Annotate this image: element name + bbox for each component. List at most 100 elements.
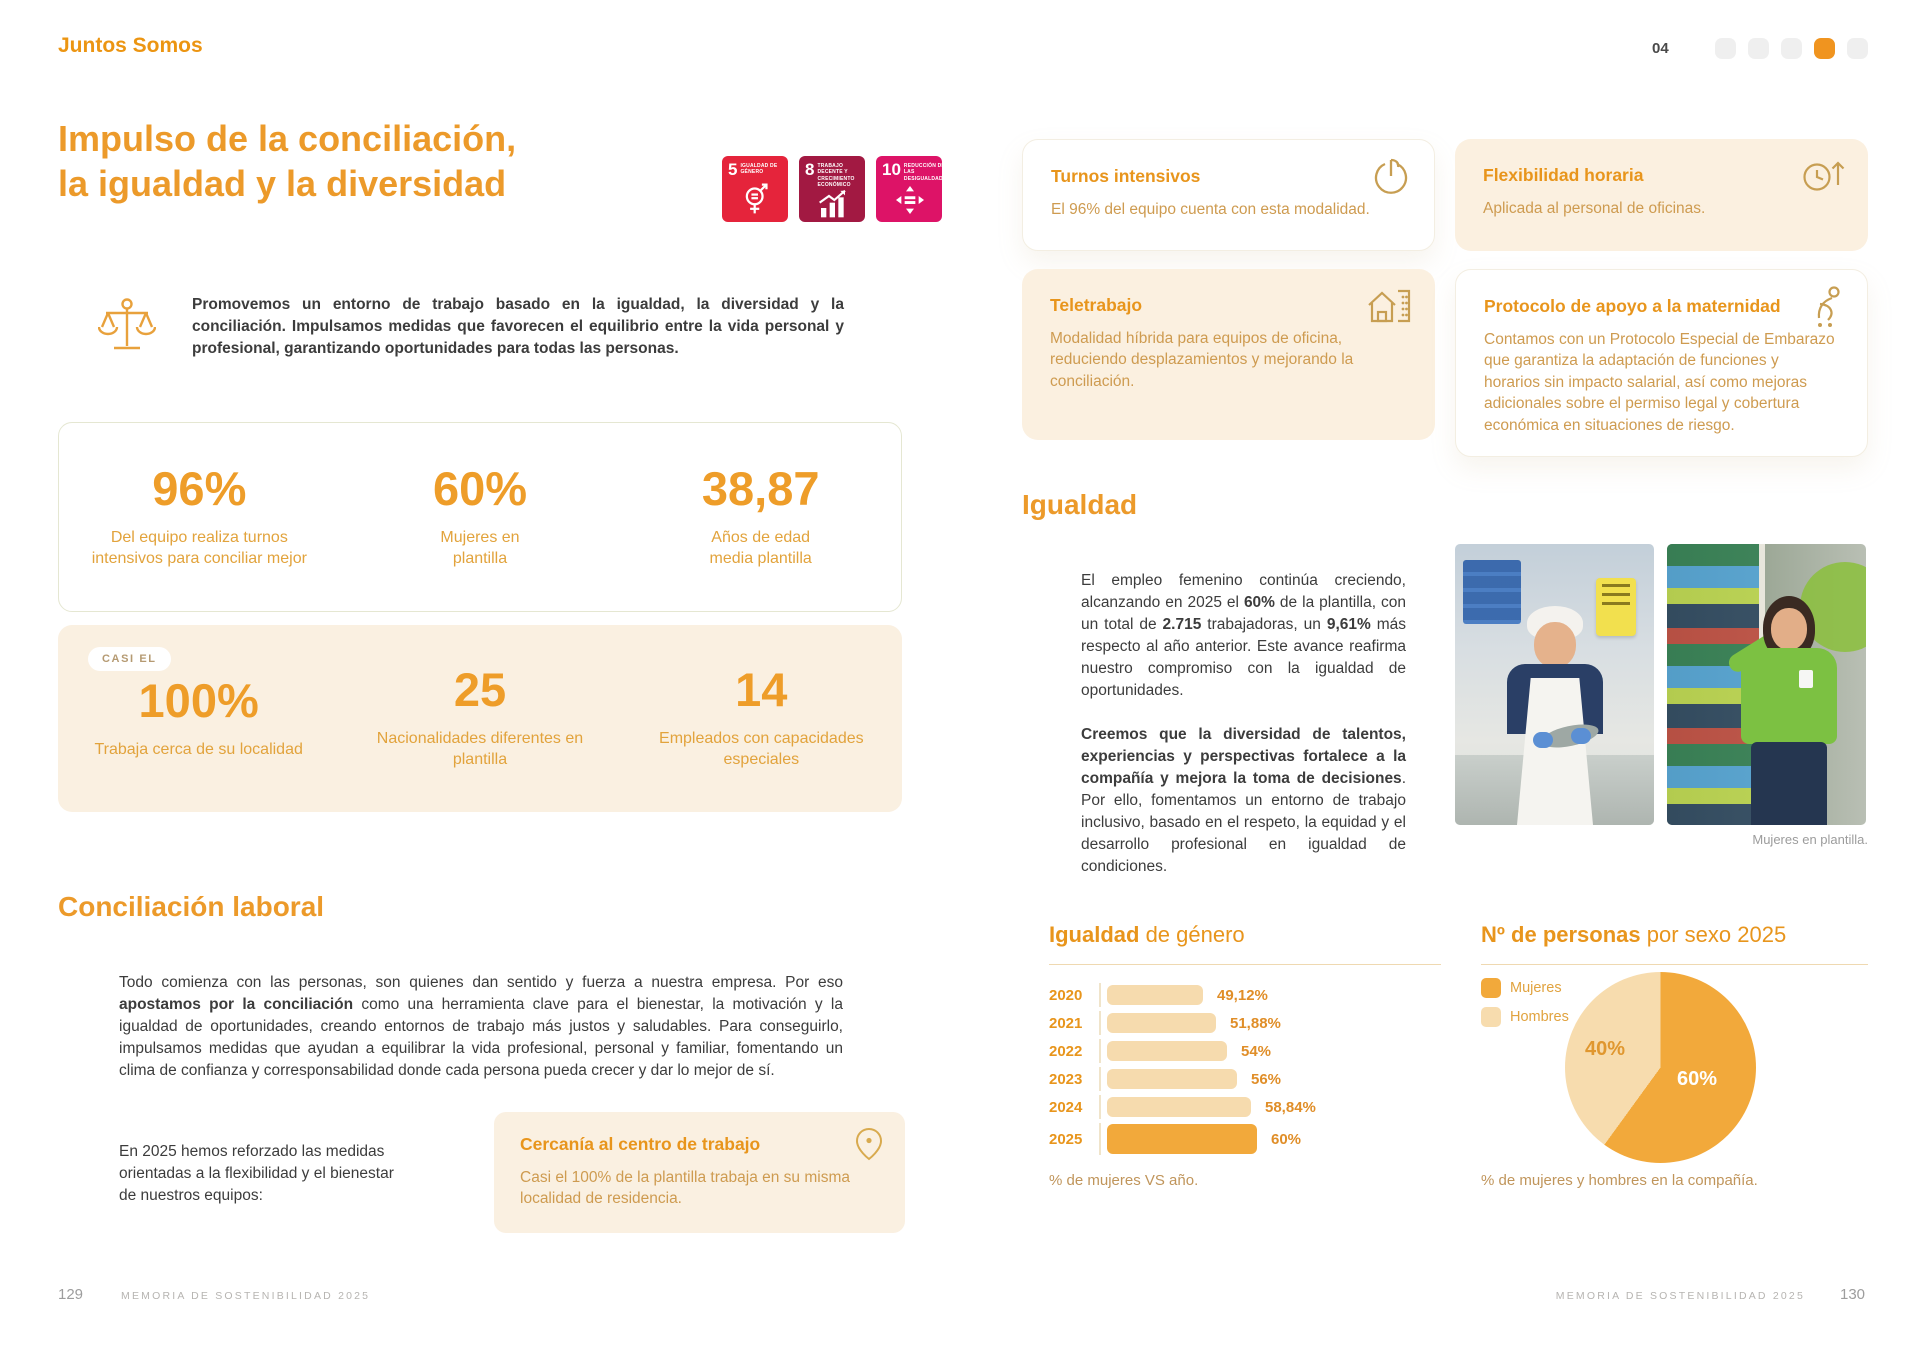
chart-title: Nº de personas por sexo 2025 bbox=[1481, 922, 1868, 948]
chart-title-bold: Igualdad bbox=[1049, 922, 1140, 947]
text-segment: trabajadoras, un bbox=[1201, 616, 1327, 633]
chapter-number: 04 bbox=[1652, 40, 1669, 57]
card-body: Modalidad híbrida para equipos de oficin… bbox=[1050, 330, 1354, 390]
stat-label: Años de edad media plantilla bbox=[709, 528, 812, 567]
bar-value-label: 60% bbox=[1271, 1130, 1302, 1148]
pie-legend: Mujeres Hombres bbox=[1481, 978, 1569, 1027]
stat-value: 100% bbox=[138, 673, 259, 727]
igualdad-paragraph-2: Creemos que la diversidad de talentos, e… bbox=[1081, 724, 1406, 878]
bar-rows: 2020 49,12% 2021 51,88% 2022 54% 2023 56… bbox=[1049, 983, 1441, 1155]
page-title-line1: Impulso de la conciliación, bbox=[58, 118, 517, 159]
clock-up-icon bbox=[1800, 153, 1848, 202]
home-office-icon bbox=[1365, 283, 1415, 332]
bar-row: 2020 49,12% bbox=[1049, 983, 1441, 1007]
conciliacion-paragraph: Todo comienza con las personas, son quie… bbox=[119, 972, 843, 1082]
bar bbox=[1107, 985, 1203, 1005]
text-segment: de la plantilla, con un total de bbox=[1081, 594, 1406, 633]
bar-year-label: 2023 bbox=[1049, 1070, 1083, 1088]
doc-title-left: MEMORIA DE SOSTENIBILIDAD 2025 bbox=[121, 1290, 371, 1302]
doc-title-right: MEMORIA DE SOSTENIBILIDAD 2025 bbox=[1555, 1290, 1805, 1302]
gender-symbol-icon bbox=[728, 178, 783, 219]
stat-value: 14 bbox=[735, 663, 788, 717]
sdg-number: 5 bbox=[728, 160, 738, 179]
divider bbox=[1049, 964, 1441, 965]
bar-year-label: 2022 bbox=[1049, 1042, 1083, 1060]
equality-arrows-icon bbox=[882, 182, 937, 219]
stat-label: Nacionalidades diferentes en plantilla bbox=[376, 730, 584, 768]
text-segment-bold: 2.715 bbox=[1162, 616, 1202, 633]
card-flexibilidad-horaria: Flexibilidad horaria Aplicada al persona… bbox=[1455, 139, 1868, 251]
chart-caption: % de mujeres VS año. bbox=[1049, 1172, 1199, 1189]
medidas-2025-paragraph: En 2025 hemos reforzado las medidas orie… bbox=[119, 1143, 394, 1204]
page-title-line2: la igualdad y la diversidad bbox=[58, 163, 507, 204]
page-title: Impulso de la conciliación, la igualdad … bbox=[58, 116, 516, 206]
intro-paragraph: Promovemos un entorno de trabajo basado … bbox=[192, 296, 844, 357]
legend-label: Hombres bbox=[1510, 1009, 1569, 1025]
card-title: Turnos intensivos bbox=[1051, 166, 1201, 186]
page-number-right: 130 bbox=[1840, 1286, 1866, 1303]
progress-dot[interactable] bbox=[1847, 38, 1868, 59]
stat-turnos-intensivos: 96% Del equipo realiza turnos intensivos… bbox=[59, 465, 340, 570]
stats-box-secondary: CASI EL 100% Trabaja cerca de su localid… bbox=[58, 625, 902, 812]
photo-caption: Mujeres en plantilla. bbox=[1752, 832, 1868, 847]
progress-dot[interactable] bbox=[1715, 38, 1736, 59]
bar-year-label: 2024 bbox=[1049, 1098, 1083, 1116]
stat-nacionalidades: 25 Nacionalidades diferentes en plantill… bbox=[339, 666, 620, 771]
text-segment: Todo comienza con las personas, son quie… bbox=[119, 974, 843, 991]
chart-title-rest: por sexo 2025 bbox=[1640, 922, 1787, 947]
employee-badge bbox=[1799, 670, 1813, 688]
growth-chart-icon bbox=[805, 188, 860, 219]
sdg-badges: 5 IGUALDAD DE GÉNERO 8 TRABAJO DECENTE Y… bbox=[722, 156, 950, 222]
bar-row: 2022 54% bbox=[1049, 1039, 1441, 1063]
progress-dot-active[interactable] bbox=[1814, 38, 1835, 59]
sdg-label: TRABAJO DECENTE Y CRECIMIENTO ECONÓMICO bbox=[817, 163, 855, 188]
bar-year-label: 2021 bbox=[1049, 1014, 1083, 1032]
power-icon bbox=[1368, 154, 1414, 205]
legend-label: Mujeres bbox=[1510, 980, 1562, 996]
store-sign bbox=[1463, 560, 1521, 624]
card-body: El 96% del equipo cuenta con esta modali… bbox=[1051, 201, 1370, 218]
card-protocolo-maternidad: Protocolo de apoyo a la maternidad Conta… bbox=[1455, 269, 1868, 457]
people-by-sex-pie-chart: Nº de personas por sexo 2025 Mujeres Hom… bbox=[1481, 922, 1868, 1192]
casi-el-badge: CASI EL bbox=[88, 647, 171, 671]
sdg-8-decent-work-badge: 8 TRABAJO DECENTE Y CRECIMIENTO ECONÓMIC… bbox=[799, 156, 865, 222]
text-segment: El empleo femenino continúa creciendo, a… bbox=[1081, 572, 1406, 611]
bar-value-label: 56% bbox=[1251, 1070, 1282, 1088]
sdg-5-gender-equality-badge: 5 IGUALDAD DE GÉNERO bbox=[722, 156, 788, 222]
bar bbox=[1107, 1124, 1257, 1154]
sdg-label: REDUCCIÓN DE LAS DESIGUALDADES bbox=[903, 163, 950, 182]
text-segment-bold: 60% bbox=[1243, 594, 1275, 611]
bar bbox=[1107, 1069, 1237, 1089]
bar-value-label: 58,84% bbox=[1265, 1098, 1316, 1116]
stat-label: Trabaja cerca de su localidad bbox=[94, 740, 303, 758]
bar-row: 2023 56% bbox=[1049, 1067, 1441, 1091]
stat-value: 96% bbox=[152, 461, 247, 515]
legend-item-mujeres: Mujeres bbox=[1481, 978, 1569, 998]
pie-slice-label-mujeres: 60% bbox=[1677, 1068, 1718, 1090]
sdg-label: IGUALDAD DE GÉNERO bbox=[740, 163, 778, 176]
pie-chart: 40% 60% bbox=[1565, 972, 1756, 1163]
progress-dot[interactable] bbox=[1781, 38, 1802, 59]
stat-value: 25 bbox=[453, 663, 507, 717]
maternity-icon bbox=[1805, 284, 1847, 335]
chart-title-bold: Nº de personas bbox=[1481, 922, 1641, 947]
text-segment: como una herramienta clave para el biene… bbox=[119, 996, 843, 1079]
chart-caption: % de mujeres y hombres en la compañía. bbox=[1481, 1172, 1758, 1189]
bar-value-label: 54% bbox=[1241, 1042, 1272, 1060]
card-turnos-intensivos: Turnos intensivos El 96% del equipo cuen… bbox=[1022, 139, 1435, 251]
legend-swatch bbox=[1481, 978, 1501, 998]
stat-capacidades: 14 Empleados con capacidades especiales bbox=[621, 666, 902, 771]
section-title-conciliacion: Conciliación laboral bbox=[58, 891, 325, 922]
photo-fish-counter bbox=[1455, 544, 1654, 825]
stat-label: Mujeres en plantilla bbox=[440, 528, 520, 567]
igualdad-paragraph-1: El empleo femenino continúa creciendo, a… bbox=[1081, 570, 1406, 702]
gender-equality-bar-chart: Igualdad de género 2020 49,12% 2021 51,8… bbox=[1049, 922, 1441, 1192]
chart-title-rest: de género bbox=[1139, 922, 1245, 947]
bar bbox=[1107, 1041, 1227, 1061]
progress-dot[interactable] bbox=[1748, 38, 1769, 59]
pie-slice-label-hombres: 40% bbox=[1585, 1038, 1626, 1060]
bar bbox=[1107, 1097, 1251, 1117]
bar-row: 2021 51,88% bbox=[1049, 1011, 1441, 1035]
text-segment: . Por ello, fomentamos un entorno de tra… bbox=[1081, 770, 1406, 875]
